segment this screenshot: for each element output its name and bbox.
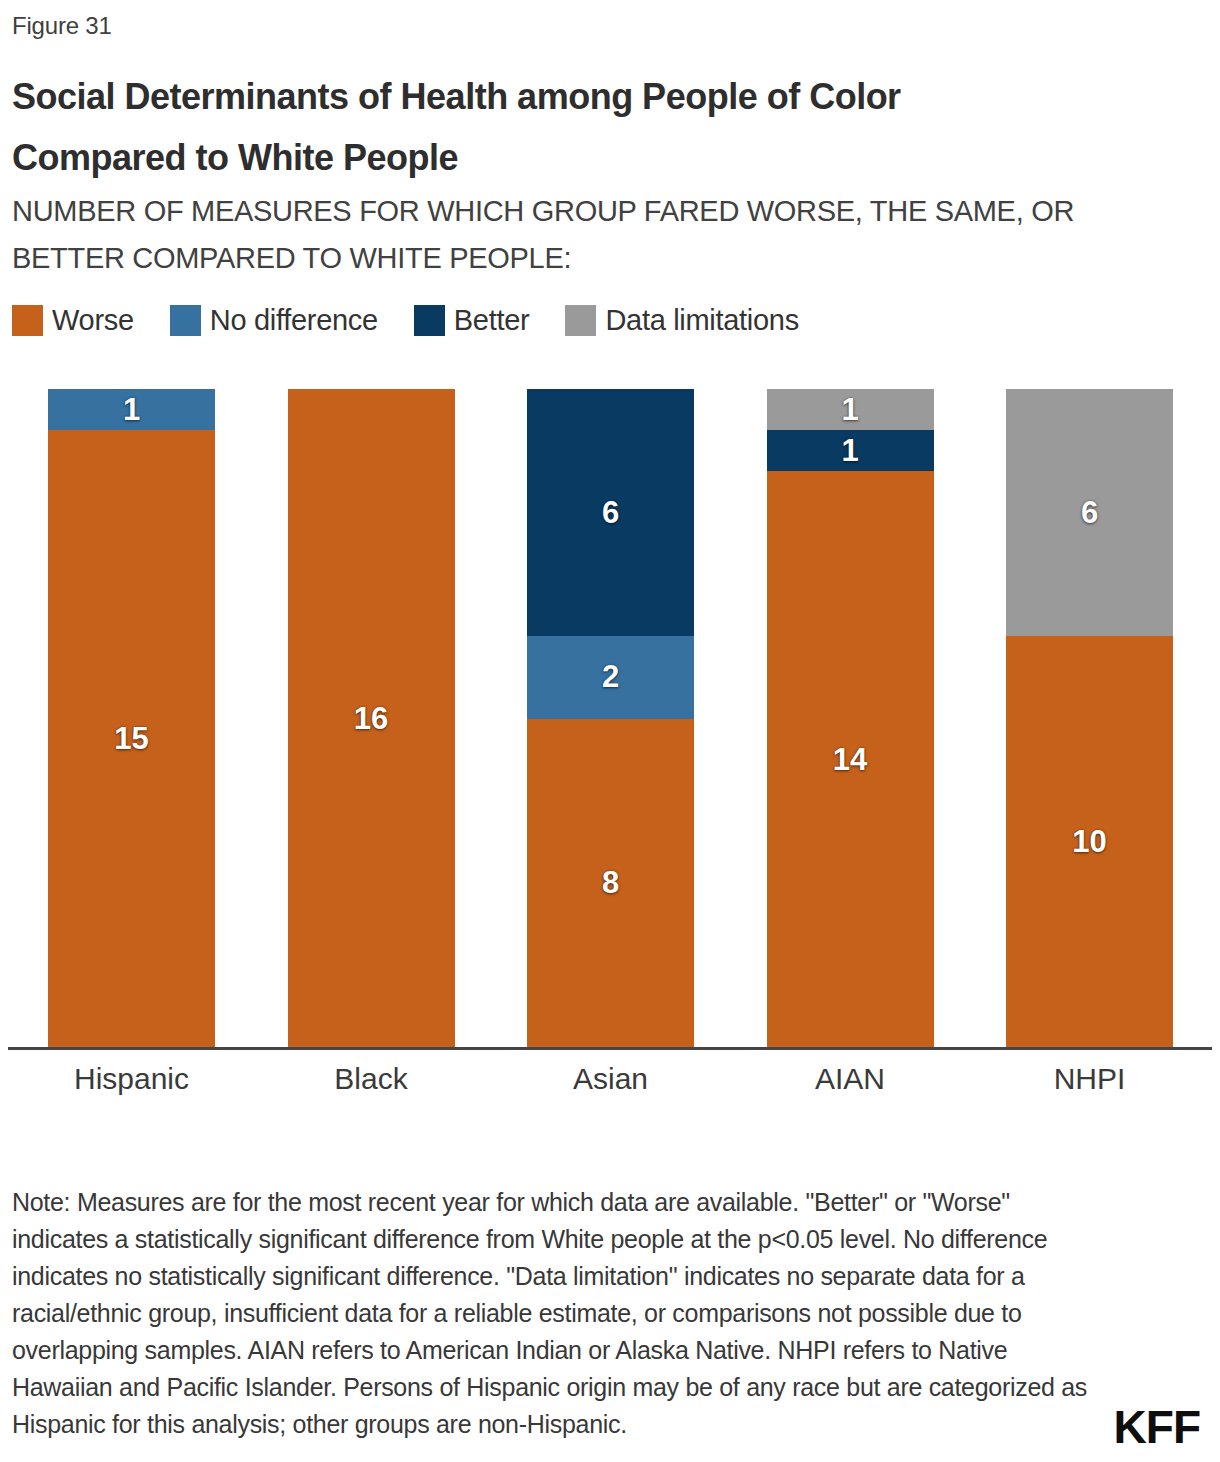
legend-label: Data limitations xyxy=(605,304,798,337)
segment-value-label: 1 xyxy=(841,392,858,428)
legend-label: No difference xyxy=(210,304,378,337)
footnote: Note: Measures are for the most recent y… xyxy=(12,1184,1112,1443)
bar-segment-data-limitations: 1 xyxy=(767,389,934,430)
category-label-black: Black xyxy=(334,1062,407,1096)
x-axis-category-labels: Hispanic Black Asian AIAN NHPI xyxy=(0,1062,1220,1102)
bar-segment-better: 6 xyxy=(527,389,694,636)
category-label-asian: Asian xyxy=(573,1062,648,1096)
category-label-nhpi: NHPI xyxy=(1054,1062,1126,1096)
segment-value-label: 16 xyxy=(354,701,388,737)
bar-segment-better: 1 xyxy=(767,430,934,471)
bar-segment-worse: 14 xyxy=(767,471,934,1048)
figure-page: Figure 31 Social Determinants of Health … xyxy=(0,0,1220,1462)
legend-item-worse: Worse xyxy=(12,304,134,337)
legend: Worse No difference Better Data limitations xyxy=(12,304,799,337)
legend-swatch-icon xyxy=(170,305,201,336)
bar-hispanic: 1 15 xyxy=(48,389,215,1048)
segment-value-label: 6 xyxy=(1081,495,1098,531)
figure-number: Figure 31 xyxy=(12,12,112,40)
chart-title-line-1: Social Determinants of Health among Peop… xyxy=(12,66,901,127)
bar-segment-data-limitations: 6 xyxy=(1006,389,1173,636)
x-axis-line xyxy=(8,1047,1212,1050)
stacked-bar-plot: 115166281114610 xyxy=(0,389,1220,1048)
bar-asian: 6 2 8 xyxy=(527,389,694,1048)
legend-swatch-icon xyxy=(12,305,43,336)
segment-value-label: 2 xyxy=(602,659,619,695)
legend-label: Worse xyxy=(52,304,134,337)
chart-subtitle: NUMBER OF MEASURES FOR WHICH GROUP FARED… xyxy=(12,188,1074,282)
category-label-hispanic: Hispanic xyxy=(74,1062,189,1096)
legend-label: Better xyxy=(454,304,530,337)
segment-value-label: 6 xyxy=(602,495,619,531)
bar-black: 16 xyxy=(288,389,455,1048)
segment-value-label: 15 xyxy=(114,721,148,757)
legend-item-data-limitations: Data limitations xyxy=(565,304,798,337)
segment-value-label: 10 xyxy=(1072,824,1106,860)
bar-nhpi: 6 10 xyxy=(1006,389,1173,1048)
chart-title: Social Determinants of Health among Peop… xyxy=(12,66,901,188)
bar-segment-worse: 10 xyxy=(1006,636,1173,1048)
bar-segment-worse: 15 xyxy=(48,430,215,1048)
bar-aian: 1 1 14 xyxy=(767,389,934,1048)
chart-subtitle-line-2: BETTER COMPARED TO WHITE PEOPLE: xyxy=(12,235,1074,282)
bar-segment-no-difference: 2 xyxy=(527,636,694,718)
legend-item-no-difference: No difference xyxy=(170,304,378,337)
legend-swatch-icon xyxy=(414,305,445,336)
segment-value-label: 1 xyxy=(123,392,140,428)
kff-logo: KFF xyxy=(1114,1400,1200,1454)
bar-segment-worse: 16 xyxy=(288,389,455,1048)
segment-value-label: 14 xyxy=(833,742,867,778)
chart-title-line-2: Compared to White People xyxy=(12,127,901,188)
bar-segment-no-difference: 1 xyxy=(48,389,215,430)
legend-item-better: Better xyxy=(414,304,530,337)
legend-swatch-icon xyxy=(565,305,596,336)
bar-segment-worse: 8 xyxy=(527,719,694,1049)
category-label-aian: AIAN xyxy=(815,1062,885,1096)
chart-subtitle-line-1: NUMBER OF MEASURES FOR WHICH GROUP FARED… xyxy=(12,188,1074,235)
segment-value-label: 1 xyxy=(841,433,858,469)
segment-value-label: 8 xyxy=(602,865,619,901)
